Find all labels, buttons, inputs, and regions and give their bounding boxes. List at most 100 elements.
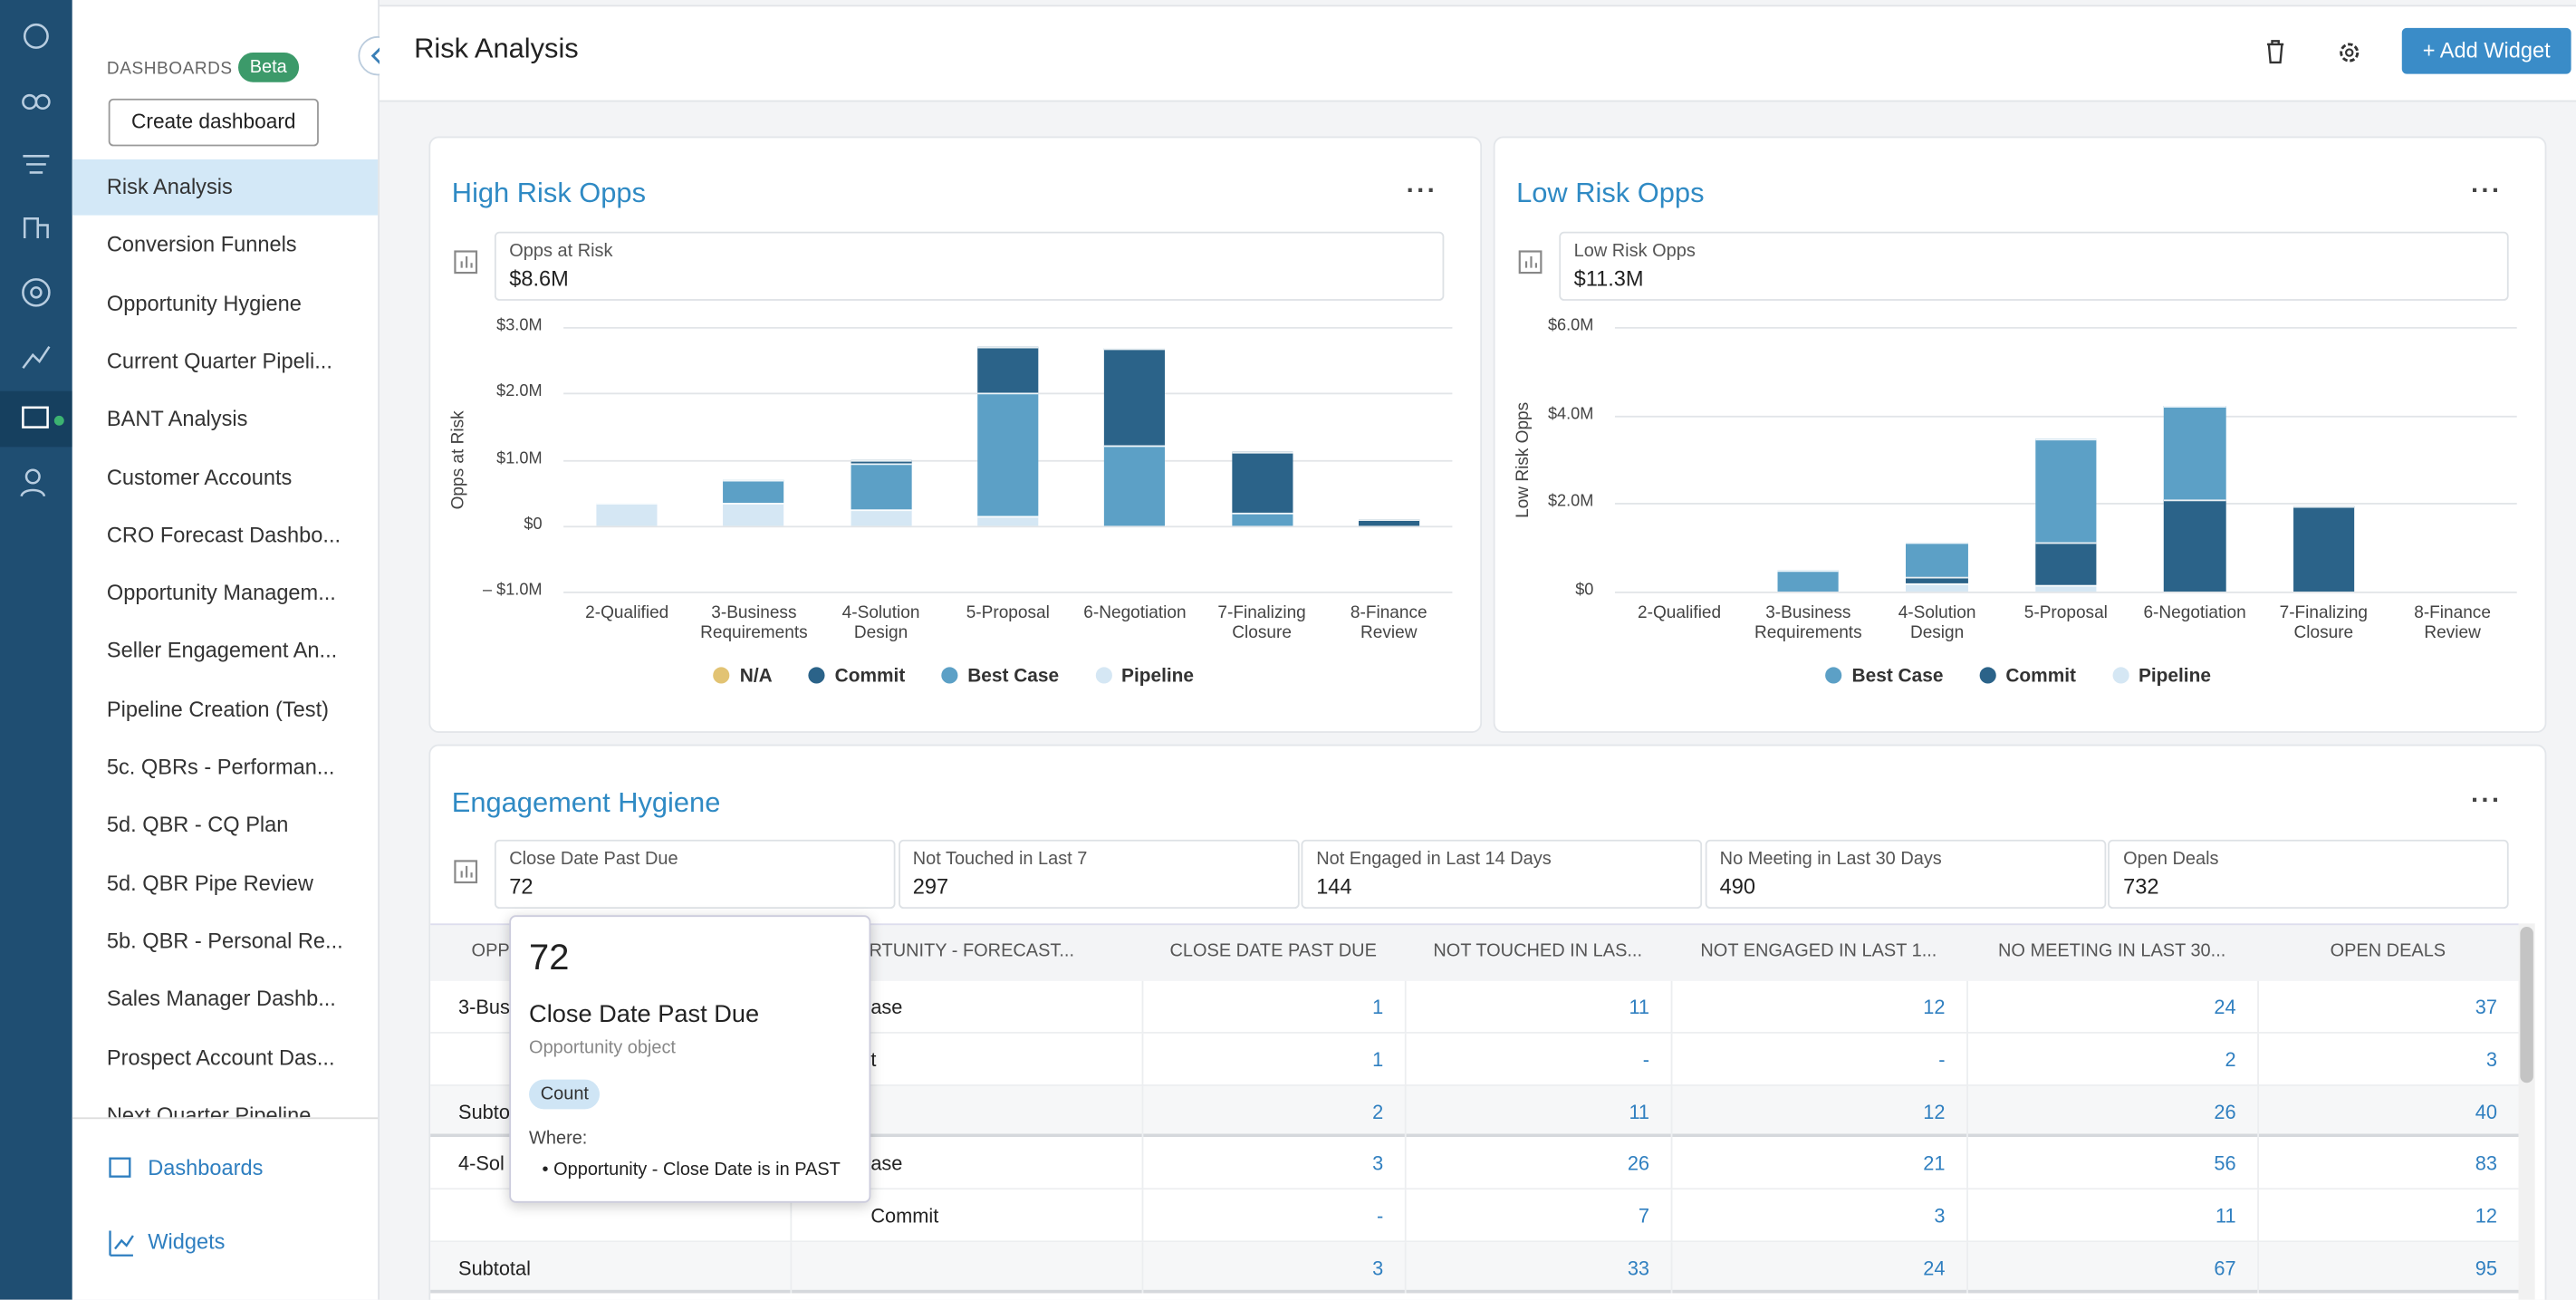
- grid-line: [563, 326, 1453, 329]
- kpi-box: Low Risk Opps $11.3M: [1559, 231, 2509, 301]
- table-cell: 11: [2215, 1204, 2236, 1228]
- table-cell: 3-Bus: [458, 996, 510, 1019]
- legend-label: Best Case: [967, 667, 1060, 688]
- table-cell: 12: [1923, 1100, 1946, 1123]
- table-cell: ase: [870, 1151, 903, 1175]
- footer-link[interactable]: Dashboards: [148, 1155, 264, 1180]
- column-divider: [2257, 1189, 2259, 1243]
- column-header: NO MEETING IN LAST 30...: [1997, 941, 2226, 962]
- legend-swatch: [808, 667, 825, 684]
- kpi-label: Close Date Past Due: [509, 849, 678, 870]
- widget-title: High Risk Opps: [451, 177, 647, 209]
- legend-item: Commit: [808, 667, 905, 687]
- x-tick-label: 2-Qualified: [585, 602, 669, 623]
- grid-line: [563, 525, 1453, 527]
- dashboard-item[interactable]: Next Quarter Pipeline: [106, 1102, 312, 1118]
- bar-segment: [1906, 543, 1968, 576]
- column-divider: [1404, 1189, 1407, 1243]
- bar-segment: [596, 503, 658, 525]
- divider: [72, 1117, 379, 1120]
- dashboard-item[interactable]: Conversion Funnels: [106, 232, 297, 257]
- legend-swatch: [1979, 667, 1996, 684]
- menu-button[interactable]: ···: [2470, 786, 2503, 815]
- table-cell: Commit: [870, 1204, 939, 1228]
- column-divider: [1404, 980, 1407, 1034]
- legend-swatch: [941, 667, 958, 684]
- y-tick-label: $3.0M: [496, 317, 543, 336]
- table-cell: 12: [2475, 1204, 2497, 1228]
- column-divider: [1141, 1137, 1144, 1190]
- dashboard-item[interactable]: Prospect Account Das...: [106, 1044, 335, 1069]
- x-tick-label: 6-Negotiation: [1083, 602, 1187, 623]
- column-divider: [1670, 1242, 1673, 1294]
- beta-badge: Beta: [238, 53, 299, 82]
- table-cell: 56: [2214, 1151, 2236, 1175]
- column-divider: [1670, 1137, 1673, 1190]
- bar-segment: [2163, 406, 2226, 499]
- legend-label: Pipeline: [1121, 667, 1195, 688]
- bar-segment: [1906, 583, 1968, 592]
- legend-swatch: [1095, 667, 1112, 684]
- table-cell: -: [1642, 1048, 1650, 1072]
- dashboard-item[interactable]: Opportunity Managem...: [106, 580, 336, 605]
- legend-swatch: [1825, 667, 1842, 684]
- table-cell: -: [1376, 1204, 1384, 1228]
- scrollbar-thumb[interactable]: [2520, 926, 2533, 1083]
- column-divider: [1670, 980, 1673, 1034]
- widget-icon: [1518, 250, 1543, 274]
- table-cell: 24: [2214, 996, 2236, 1019]
- kpi-label: No Meeting in Last 30 Days: [1719, 849, 1942, 870]
- create-dashboard-button[interactable]: Create dashboard: [108, 98, 319, 147]
- dashboard-item[interactable]: Seller Engagement An...: [106, 638, 338, 663]
- dashboard-item[interactable]: CRO Forecast Dashbo...: [106, 522, 341, 547]
- dashboard-item[interactable]: 5b. QBR - Personal Re...: [106, 928, 343, 953]
- dashboard-item[interactable]: Current Quarter Pipeli...: [106, 348, 332, 373]
- add-widget-button[interactable]: + Add Widget: [2401, 27, 2571, 74]
- kpi-label: Low Risk Opps: [1573, 241, 1696, 262]
- dashboard-item[interactable]: 5d. QBR Pipe Review: [106, 870, 313, 895]
- dashboard-item[interactable]: BANT Analysis: [106, 406, 248, 431]
- dashboard-item[interactable]: Customer Accounts: [106, 464, 293, 489]
- dashboard-item[interactable]: Sales Manager Dashb...: [106, 986, 336, 1011]
- column-divider: [2257, 1137, 2259, 1190]
- bar-segment: [1231, 512, 1293, 525]
- footer-link[interactable]: Widgets: [148, 1228, 226, 1254]
- bar-segment: [723, 480, 785, 503]
- bar-segment: [2292, 506, 2355, 592]
- dashboard-item[interactable]: Opportunity Hygiene: [106, 290, 302, 315]
- y-tick-label: $6.0M: [1547, 317, 1594, 336]
- kpi-box: Not Engaged in Last 14 Days 144: [1301, 839, 1703, 910]
- column-divider: [1141, 1085, 1144, 1138]
- table-cell: Subtot: [458, 1100, 515, 1123]
- dashboard-item[interactable]: Risk Analysis: [72, 159, 379, 216]
- dashboard-item[interactable]: Pipeline Creation (Test): [106, 696, 329, 721]
- column-header: OPEN DEALS: [2330, 941, 2446, 962]
- table-cell: 26: [1627, 1151, 1650, 1175]
- tooltip-title: Close Date Past Due: [529, 1000, 760, 1029]
- bar-segment: [1358, 518, 1419, 525]
- x-tick-label: 5-Proposal: [2023, 602, 2108, 623]
- legend-item: Best Case: [941, 667, 1059, 687]
- column-divider: [1966, 1189, 1968, 1243]
- tooltip-object: Opportunity object: [529, 1038, 676, 1059]
- x-tick-label: 7-Finalizing Closure: [2279, 602, 2369, 643]
- column-divider: [1670, 1189, 1673, 1243]
- table-cell: 3: [1372, 1256, 1384, 1280]
- column-divider: [1966, 1033, 1968, 1086]
- column-divider: [1404, 1085, 1407, 1138]
- menu-button[interactable]: ···: [1406, 177, 1438, 206]
- side-panel: [72, 0, 380, 1300]
- legend-label: Best Case: [1851, 667, 1944, 688]
- x-tick-label: 4-Solution Design: [1898, 602, 1976, 643]
- bar-segment: [1231, 452, 1293, 513]
- y-tick-label: – $1.0M: [483, 582, 543, 601]
- column-divider: [1141, 980, 1144, 1034]
- table-cell: 11: [1629, 996, 1650, 1019]
- dashboard-item[interactable]: 5d. QBR - CQ Plan: [106, 812, 289, 837]
- tooltip-badge: Count: [529, 1079, 601, 1110]
- dashboard-item[interactable]: 5c. QBRs - Performan...: [106, 754, 335, 779]
- widget-card: [1493, 136, 2547, 733]
- grid-line: [563, 591, 1453, 593]
- menu-button[interactable]: ···: [2470, 177, 2503, 206]
- bar-segment: [977, 515, 1039, 525]
